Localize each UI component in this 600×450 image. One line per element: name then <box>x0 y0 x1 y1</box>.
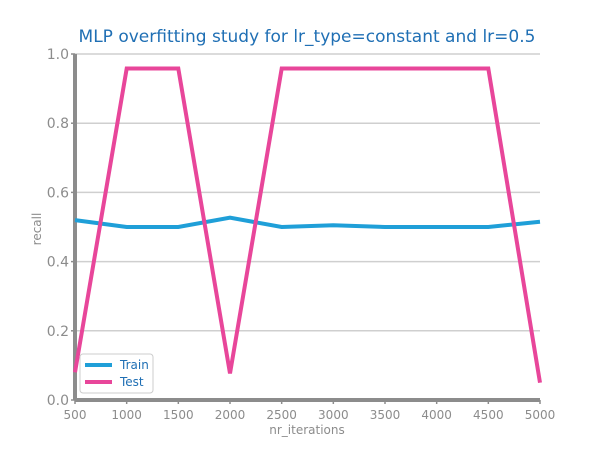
series-line-train <box>74 215 541 230</box>
axes <box>71 53 541 404</box>
y-tick-label-2: 0.4 <box>47 255 69 271</box>
x-tick-labels: 500 1000 1500 2000 2500 3000 3500 4000 4500 5000 <box>64 408 556 422</box>
x-tick-label-3: 2000 <box>215 408 246 422</box>
y-tick-labels: 0.0 0.2 0.4 0.6 0.8 1.0 <box>47 47 69 409</box>
x-tick-label-0: 500 <box>64 408 87 422</box>
y-tick-label-1: 0.2 <box>47 324 69 340</box>
x-tick-label-2: 1500 <box>163 408 194 422</box>
y-tick-label-4: 0.8 <box>47 116 69 132</box>
x-axis-label: nr_iterations <box>269 423 345 437</box>
x-tick-label-9: 5000 <box>525 408 556 422</box>
x-tick-label-8: 4500 <box>473 408 504 422</box>
x-tick-label-5: 3000 <box>318 408 349 422</box>
legend-label-train: Train <box>119 358 149 372</box>
y-tick-label-3: 0.6 <box>47 185 69 201</box>
x-tick-label-6: 3500 <box>370 408 401 422</box>
x-tick-label-7: 4000 <box>421 408 452 422</box>
x-tick-label-1: 1000 <box>111 408 142 422</box>
y-axis-label: recall <box>30 213 44 246</box>
series-lines <box>73 66 542 384</box>
y-tick-label-5: 1.0 <box>47 47 69 63</box>
y-tick-label-0: 0.0 <box>47 393 69 409</box>
series-line-test <box>73 66 542 384</box>
legend-label-test: Test <box>119 375 144 389</box>
legend: Train Test <box>79 353 154 394</box>
chart-title: MLP overfitting study for lr_type=consta… <box>79 27 536 47</box>
x-tick-label-4: 2500 <box>266 408 297 422</box>
